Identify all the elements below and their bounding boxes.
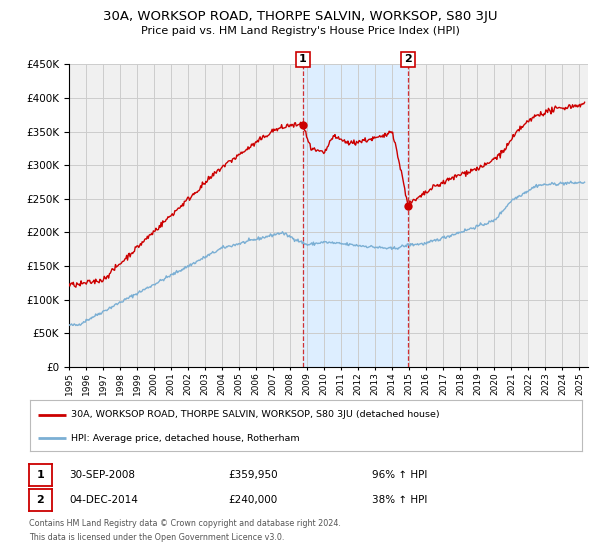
Bar <box>303 64 408 367</box>
Text: 04-DEC-2014: 04-DEC-2014 <box>69 495 138 505</box>
Text: 1: 1 <box>299 54 307 64</box>
Text: £359,950: £359,950 <box>228 470 278 480</box>
Text: HPI: Average price, detached house, Rotherham: HPI: Average price, detached house, Roth… <box>71 433 300 443</box>
Text: 96% ↑ HPI: 96% ↑ HPI <box>372 470 427 480</box>
Text: 38% ↑ HPI: 38% ↑ HPI <box>372 495 427 505</box>
Text: £240,000: £240,000 <box>228 495 277 505</box>
Text: 30A, WORKSOP ROAD, THORPE SALVIN, WORKSOP, S80 3JU (detached house): 30A, WORKSOP ROAD, THORPE SALVIN, WORKSO… <box>71 410 440 419</box>
Text: 30-SEP-2008: 30-SEP-2008 <box>69 470 135 480</box>
Text: 1: 1 <box>37 470 44 480</box>
Text: This data is licensed under the Open Government Licence v3.0.: This data is licensed under the Open Gov… <box>29 533 284 542</box>
Text: 30A, WORKSOP ROAD, THORPE SALVIN, WORKSOP, S80 3JU: 30A, WORKSOP ROAD, THORPE SALVIN, WORKSO… <box>103 10 497 23</box>
Text: Price paid vs. HM Land Registry's House Price Index (HPI): Price paid vs. HM Land Registry's House … <box>140 26 460 36</box>
Text: Contains HM Land Registry data © Crown copyright and database right 2024.: Contains HM Land Registry data © Crown c… <box>29 519 341 528</box>
Text: 2: 2 <box>404 54 412 64</box>
Text: 2: 2 <box>37 495 44 505</box>
